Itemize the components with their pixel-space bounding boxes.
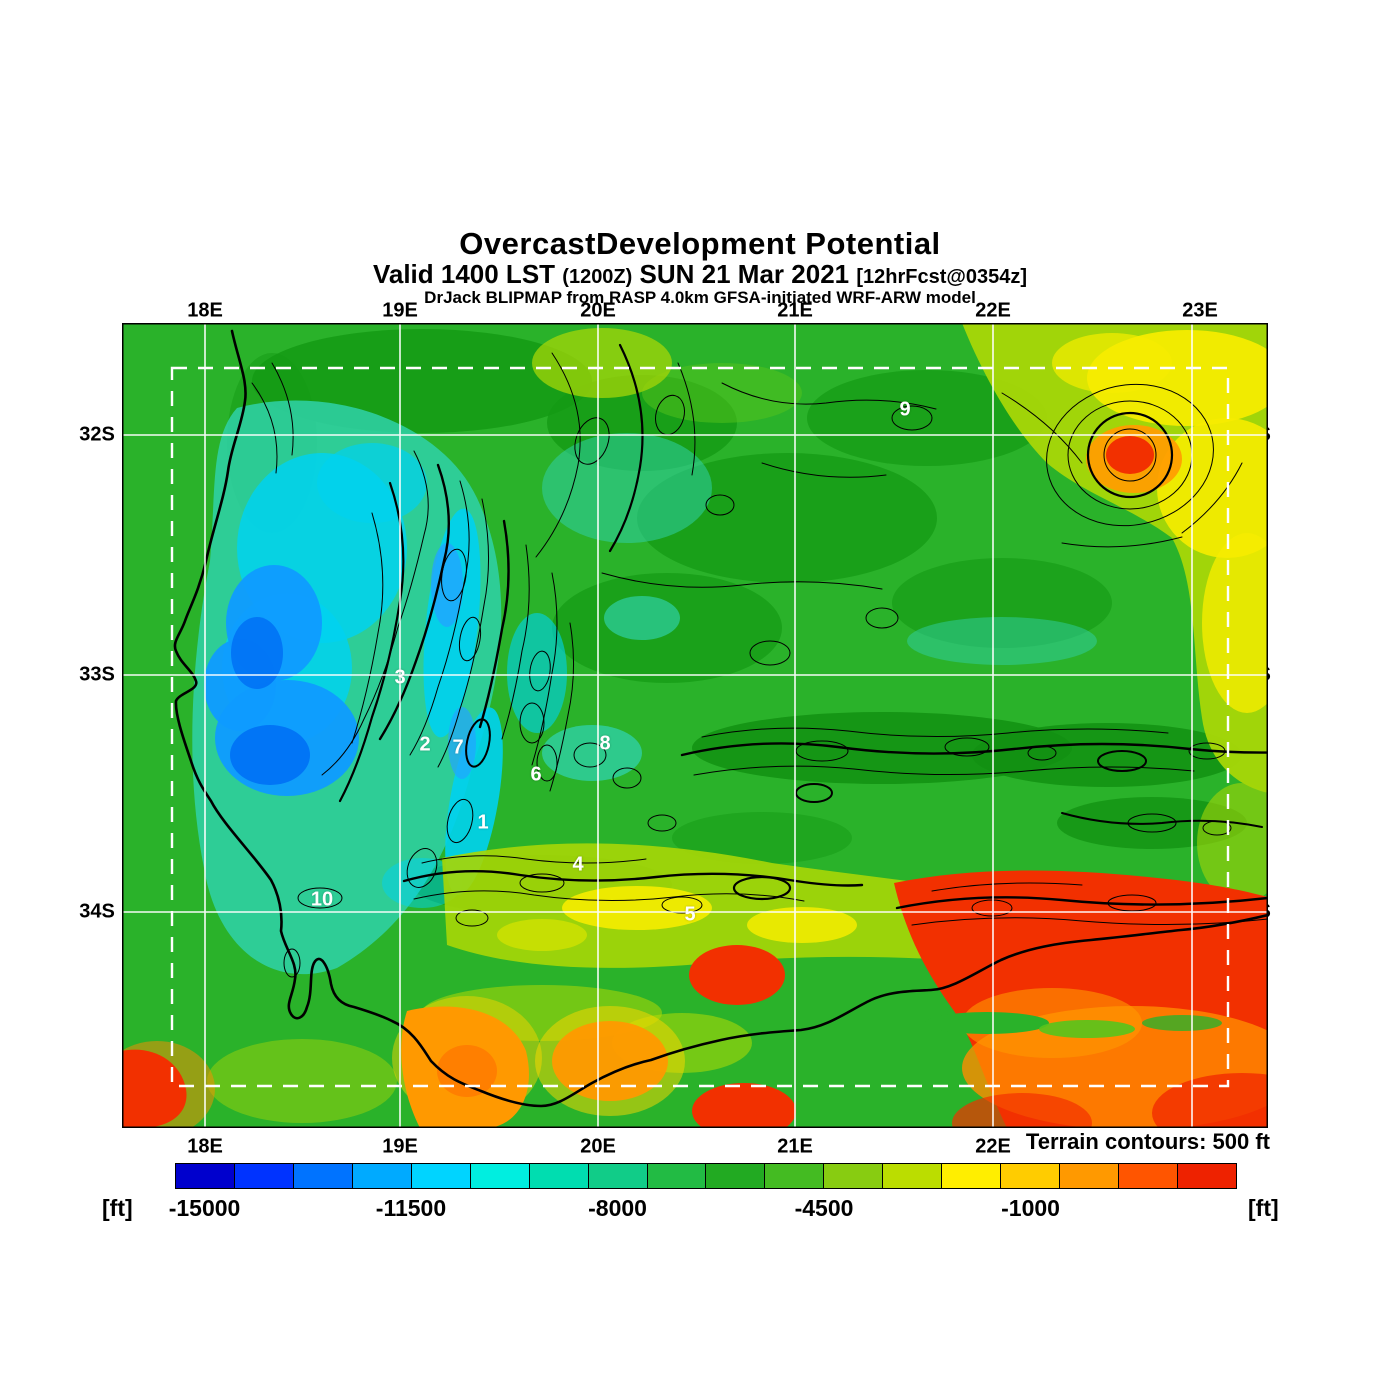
colorbar-segment: [176, 1164, 235, 1188]
colorbar-tick-label: -8000: [588, 1195, 647, 1221]
axis-label-top-19e: 19E: [382, 299, 418, 322]
forecast-map-canvas: [122, 323, 1268, 1128]
valid-forecast: [12hrFcst@0354z]: [856, 266, 1028, 288]
terrain-contour-lines: [251, 343, 1268, 978]
colorbar-tick-label: -4500: [794, 1195, 854, 1221]
axis-label-top-18e: 18E: [187, 299, 223, 322]
axis-label-bottom-20e: 20E: [580, 1135, 616, 1158]
colorbar-segment: [1177, 1164, 1236, 1188]
colorbar-tick-label: -11500: [375, 1195, 447, 1221]
colorbar-segment: [942, 1164, 1002, 1188]
colorbar-unit-right: [ft]: [1248, 1195, 1279, 1221]
colorbar: [175, 1163, 1237, 1189]
colorbar-segment: [824, 1164, 884, 1188]
axis-label-left-32s: 32S: [79, 423, 115, 446]
colorbar-segment: [234, 1164, 294, 1188]
colorbar-segment: [706, 1164, 766, 1188]
map-border: [122, 323, 1268, 1128]
axis-label-bottom-18e: 18E: [187, 1135, 223, 1158]
colorbar-segment: [529, 1164, 589, 1188]
axis-label-top-22e: 22E: [975, 299, 1011, 322]
valid-prefix: Valid 1400 LST: [372, 259, 556, 289]
colorbar-tick-label: -1000: [1001, 1195, 1060, 1221]
colorbar-unit-left: [ft]: [102, 1195, 133, 1221]
axis-label-bottom-21e: 21E: [777, 1135, 813, 1158]
colorbar-segment: [1060, 1164, 1119, 1188]
coastline: [173, 329, 1268, 1108]
axis-label-bottom-22e: 22E: [975, 1135, 1011, 1158]
axis-label-bottom-19e: 19E: [382, 1135, 418, 1158]
colorbar-segment: [293, 1164, 353, 1188]
axis-label-top-23e: 23E: [1182, 299, 1218, 322]
colorbar-segment: [352, 1164, 412, 1188]
colorbar-segment: [411, 1164, 471, 1188]
colorbar-segment: [1119, 1164, 1178, 1188]
page-title: OvercastDevelopment Potential: [459, 226, 941, 261]
valid-time-line: Valid 1400 LST (1200Z) SUN 21 Mar 2021 […: [0, 259, 1400, 290]
colorbar-segment: [883, 1164, 943, 1188]
model-line: DrJack BLIPMAP from RASP 4.0km GFSA-init…: [424, 288, 976, 307]
terrain-contour-note: Terrain contours: 500 ft: [1025, 1129, 1270, 1154]
odp-color-field: [122, 323, 1268, 1128]
valid-date: SUN 21 Mar 2021: [639, 259, 850, 289]
colorbar-segment: [588, 1164, 648, 1188]
valid-zulu: (1200Z): [562, 266, 633, 288]
graticule-lines: [122, 323, 1268, 1128]
colorbar-segment: [1001, 1164, 1061, 1188]
colorbar-segment: [647, 1164, 707, 1188]
nested-domain-box: [170, 366, 1230, 1088]
axis-label-top-20e: 20E: [580, 299, 616, 322]
axis-label-left-34s: 34S: [79, 900, 115, 923]
axis-label-top-21e: 21E: [777, 299, 813, 322]
colorbar-segment: [765, 1164, 825, 1188]
colorbar-tick-label: -15000: [168, 1195, 241, 1221]
axis-label-left-33s: 33S: [79, 663, 115, 686]
colorbar-segment: [470, 1164, 530, 1188]
